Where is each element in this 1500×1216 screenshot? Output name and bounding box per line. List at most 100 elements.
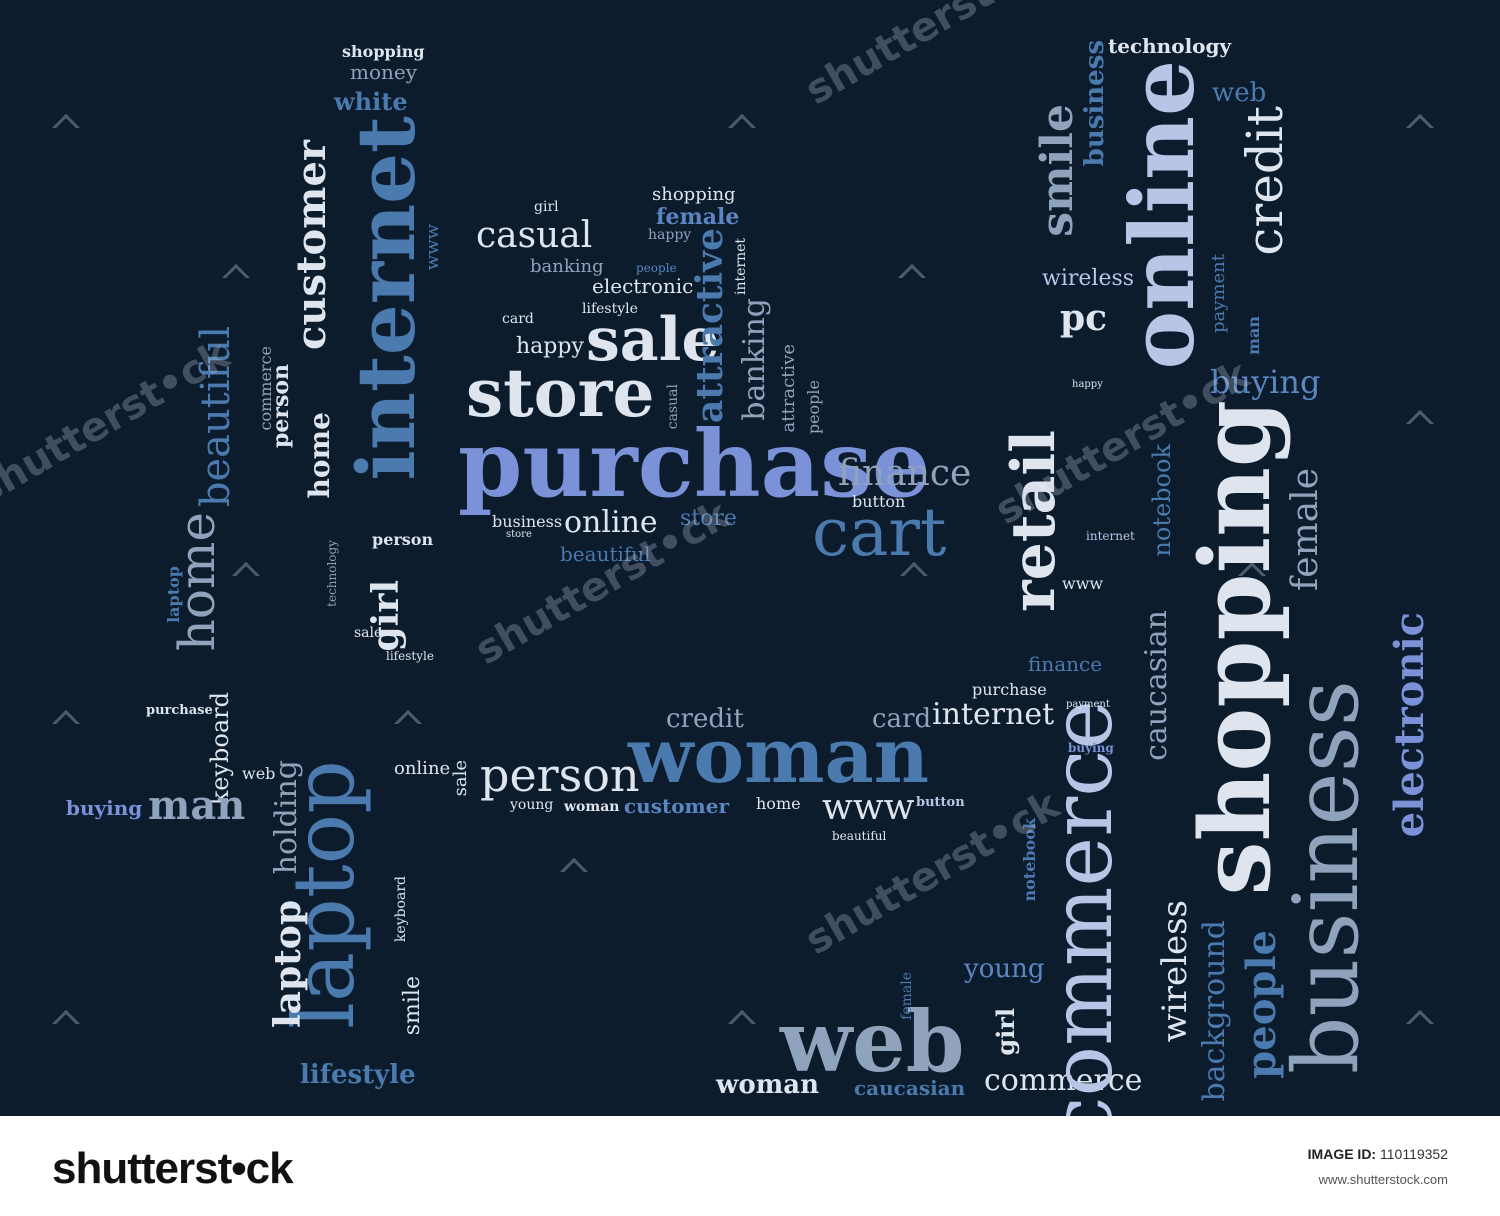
word-business-center: business [492,512,563,531]
word-banking-center: banking [530,256,604,277]
word-online-center: online [564,505,658,540]
word-white: white [334,87,408,116]
watermark-bracket-icon [51,709,81,739]
word-shopping-top: shopping [342,42,425,61]
word-holding: holding [269,760,304,875]
site-url: www.shutterstock.com [1318,1172,1448,1187]
word-card-mid: card [872,704,932,734]
word-happy-center: happy [648,227,692,243]
word-purchase: purchase [458,410,931,518]
word-female-bottom: female [899,972,915,1020]
word-wireless-top: wireless [1042,266,1135,291]
word-laptop-small: laptop [267,900,309,1028]
word-caucasian: caucasian [1139,610,1174,761]
word-man: man [148,782,246,829]
word-lifestyle: lifestyle [300,1060,416,1090]
word-background: background [1197,920,1232,1102]
watermark-bracket-icon [51,113,81,143]
watermark-bracket-icon [897,263,927,293]
word-lifestyle-left: lifestyle [386,649,434,663]
footer-bar: shutterst•ck IMAGE ID: 110119352 www.shu… [0,1116,1500,1216]
word-online: online [1110,60,1214,370]
word-www-right: www [1062,574,1104,593]
word-business: business [1274,680,1379,1075]
word-woman-mid: woman [564,799,620,815]
word-button: button [852,492,906,511]
word-payment: payment [1066,699,1110,710]
word-store: store [466,354,655,432]
watermark-bracket-icon [1405,409,1435,439]
word-sale-mid: sale [450,760,471,797]
watermark-bracket-icon [727,113,757,143]
word-notebook: notebook [1148,444,1176,557]
word-credit-mid: credit [666,704,744,734]
word-web-left: web [242,764,276,783]
word-sale-left: sale [354,625,383,641]
word-female: female [1285,468,1326,592]
word-people-small: people [804,380,823,435]
watermark-bracket-icon [727,1009,757,1039]
word-sale: sale [586,305,720,375]
watermark-bracket-icon [1405,1009,1435,1039]
word-store-center: store [680,506,737,531]
word-woman-bottom: woman [716,1070,819,1100]
word-purchase-left: purchase [146,703,213,718]
word-people: people [1238,930,1285,1079]
word-web-top: web [1212,78,1267,108]
word-pc: pc [1060,297,1108,339]
word-casual: casual [476,215,593,256]
word-finance: finance [838,453,972,494]
word-attractive: attractive [689,228,731,423]
word-keyboard-left: keyboard [393,876,409,943]
image-id-value: 110119352 [1380,1146,1448,1162]
word-internet-center: internet [733,238,749,296]
word-caucasian-bottom: caucasian [854,1076,966,1100]
word-lifestyle-center: lifestyle [582,301,638,317]
word-technology: technology [1108,34,1232,58]
word-finance-right: finance [1028,652,1103,676]
word-technology-left: technology [325,540,339,607]
word-person: person [480,748,640,802]
word-card-small: card [502,311,534,327]
word-cloud-artwork: purchase store sale casual attractive ba… [0,0,1435,1116]
word-young-bottom: young [964,954,1045,984]
image-id-label: IMAGE ID: [1307,1146,1377,1162]
word-web: web [780,992,965,1091]
watermark-bracket-icon [231,561,261,591]
watermark-bracket-icon [1405,113,1435,143]
word-happy-right: happy [1072,379,1103,390]
word-happy: happy [516,334,584,359]
word-buying-right: buying [1068,741,1114,755]
word-customer: customer [288,140,335,350]
word-attractive-small: attractive [778,344,799,433]
word-home-left-v: home [303,412,336,499]
word-payment-right: payment [1208,254,1229,333]
word-woman: woman [628,711,930,800]
word-people-center: people [636,261,677,275]
word-home-mid: home [756,794,801,813]
word-man-right: man [1244,316,1263,355]
image-id: IMAGE ID: 110119352 [1308,1146,1448,1162]
word-credit: credit [1236,106,1294,256]
word-wireless: wireless [1155,900,1195,1043]
word-young-mid: young [510,797,554,813]
word-electronic: electronic [1386,612,1433,838]
word-electronic-center: electronic [592,274,694,298]
word-buying-left: buying [66,796,143,820]
word-beautiful-mid: beautiful [832,829,887,843]
watermark-bracket-icon [221,263,251,293]
word-shopping-center: shopping [652,184,736,205]
word-girl-bottom: girl [991,1008,1020,1056]
word-customer-mid: customer [624,794,729,818]
word-beautiful-center: beautiful [560,542,651,566]
watermark-bracket-icon [559,857,589,887]
word-laptop-far-left: laptop [164,566,183,623]
word-internet-right: internet [1086,529,1135,543]
word-person-left-v: person [268,364,294,449]
word-commerce: commerce [1033,700,1131,1116]
word-www-left: www [422,224,443,271]
word-smile: smile [1032,104,1083,237]
word-commerce-bottom: commerce [984,1063,1143,1098]
word-smile-left: smile [400,976,425,1036]
word-buying: buying [1210,363,1321,401]
